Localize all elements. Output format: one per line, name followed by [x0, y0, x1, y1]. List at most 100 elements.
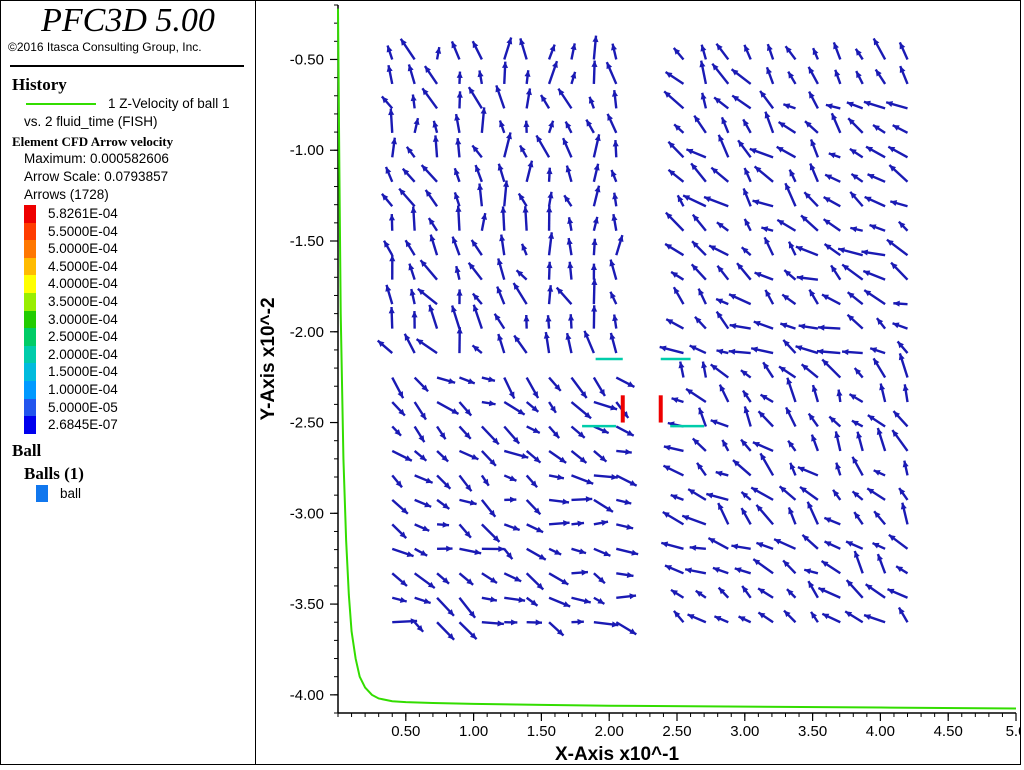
cfd-section-title: Element CFD Arrow velocity: [12, 134, 173, 150]
velocity-arrowhead: [523, 206, 529, 212]
velocity-arrowhead: [547, 285, 553, 292]
velocity-arrowhead: [407, 551, 414, 557]
colorbar-swatch: [24, 399, 36, 417]
cfd-arrow-scale: Arrow Scale: 0.0793857: [24, 169, 168, 184]
velocity-arrowhead: [864, 614, 871, 620]
colorbar-swatch: [24, 258, 36, 276]
velocity-arrowhead: [451, 306, 457, 313]
y-tick-label: -2.00: [290, 324, 324, 341]
ball-label: ball: [60, 486, 81, 501]
velocity-arrowhead: [552, 61, 558, 68]
velocity-arrowhead: [456, 289, 462, 295]
velocity-arrowhead: [506, 38, 512, 45]
x-tick-label: 5.0: [1006, 723, 1021, 740]
velocity-arrowhead: [783, 103, 790, 109]
velocity-arrowhead: [729, 349, 736, 355]
colorbar-label: 3.5000E-04: [48, 294, 118, 309]
velocity-arrowhead: [591, 305, 597, 311]
velocity-arrowhead: [387, 46, 393, 53]
colorbar-label: 2.0000E-04: [48, 347, 118, 362]
velocity-arrowhead: [473, 305, 479, 312]
velocity-arrowhead: [389, 255, 395, 261]
velocity-arrowhead: [443, 522, 450, 528]
velocity-arrowhead: [672, 397, 679, 403]
colorbar-swatch: [24, 240, 36, 258]
colorbar-swatch: [24, 311, 36, 329]
velocity-arrowhead: [610, 405, 617, 411]
x-tick-label: 0.50: [391, 723, 420, 740]
colorbar-label: 4.0000E-04: [48, 276, 118, 291]
velocity-arrowhead: [780, 323, 787, 329]
velocity-arrowhead: [408, 264, 414, 271]
velocity-arrowhead: [835, 70, 841, 77]
history-section-title: History: [12, 75, 67, 95]
history-vs-label: vs. 2 fluid_time (FISH): [24, 114, 158, 129]
velocity-arrowhead: [713, 567, 720, 573]
velocity-arrowhead: [511, 619, 517, 625]
y-tick-label: -4.00: [290, 687, 324, 704]
y-tick-label: -3.50: [290, 596, 324, 613]
y-tick-label: -1.50: [290, 233, 324, 250]
velocity-arrowhead: [433, 135, 439, 142]
velocity-arrowhead: [877, 428, 883, 435]
velocity-arrowhead: [817, 349, 824, 355]
velocity-arrowhead: [455, 138, 461, 145]
colorbar-swatch: [24, 346, 36, 364]
velocity-arrowhead: [563, 520, 570, 526]
colorbar-swatch: [24, 205, 36, 223]
velocity-arrowhead: [756, 542, 763, 548]
chart-svg: 0.501.001.502.002.503.003.504.004.505.0-…: [256, 0, 1021, 765]
cfd-arrows-count: Arrows (1728): [24, 187, 109, 202]
x-tick-label: 1.00: [459, 723, 488, 740]
velocity-arrowhead: [495, 85, 501, 92]
balls-subsection-title: Balls (1): [24, 464, 84, 484]
velocity-arrowhead: [829, 153, 836, 159]
velocity-arrowhead: [899, 353, 905, 360]
ball-color-swatch: [36, 485, 48, 502]
x-axis-label: X-Axis x10^-1: [555, 744, 680, 765]
x-tick-label: 4.50: [934, 723, 963, 740]
colorbar-label: 5.8261E-04: [48, 206, 118, 221]
x-tick-label: 2.50: [662, 723, 691, 740]
velocity-arrowhead: [586, 496, 592, 502]
velocity-arrowhead: [457, 72, 463, 78]
velocity-arrowhead: [546, 206, 552, 212]
colorbar-label: 5.0000E-05: [48, 400, 118, 415]
colorbar-label: 4.5000E-04: [48, 259, 118, 274]
colorbar-label: 2.6845E-07: [48, 417, 118, 432]
velocity-arrowhead: [818, 325, 824, 331]
velocity-arrowhead: [424, 598, 431, 604]
velocity-arrowhead: [577, 619, 583, 625]
velocity-arrowhead: [411, 206, 417, 212]
colorbar-label: 1.5000E-04: [48, 364, 118, 379]
velocity-arrowhead: [497, 620, 504, 626]
y-tick-label: -2.50: [290, 415, 324, 432]
velocity-arrowhead: [893, 301, 899, 307]
colorbar-label: 2.5000E-04: [48, 329, 118, 344]
colorbar-label: 5.0000E-04: [48, 241, 118, 256]
velocity-arrowhead: [502, 62, 508, 68]
velocity-arrowhead: [513, 525, 520, 531]
velocity-arrowhead: [786, 378, 792, 385]
colorbar-label: 5.5000E-04: [48, 224, 118, 239]
velocity-arrowhead: [545, 315, 551, 322]
velocity-arrowhead: [581, 570, 588, 576]
y-tick-label: -0.50: [290, 51, 324, 68]
velocity-arrowhead: [591, 61, 597, 67]
x-tick-label: 4.00: [866, 723, 895, 740]
velocity-arrowhead: [499, 120, 505, 127]
plot-area[interactable]: 0.501.001.502.002.503.003.504.004.505.0-…: [256, 0, 1021, 765]
ball-section-title: Ball: [12, 441, 41, 461]
velocity-arrowhead: [510, 497, 516, 503]
velocity-arrowhead: [698, 408, 704, 415]
colorbar-label: 1.0000E-04: [48, 382, 118, 397]
velocity-arrowhead: [592, 36, 598, 43]
colorbar-swatch: [24, 293, 36, 311]
velocity-arrowhead: [870, 347, 877, 353]
velocity-arrowhead: [682, 515, 689, 521]
x-tick-label: 3.00: [730, 723, 759, 740]
velocity-arrowhead: [389, 307, 395, 313]
velocity-arrowhead: [765, 112, 771, 119]
colorbar-swatch: [24, 381, 36, 399]
x-tick-label: 1.50: [527, 723, 556, 740]
